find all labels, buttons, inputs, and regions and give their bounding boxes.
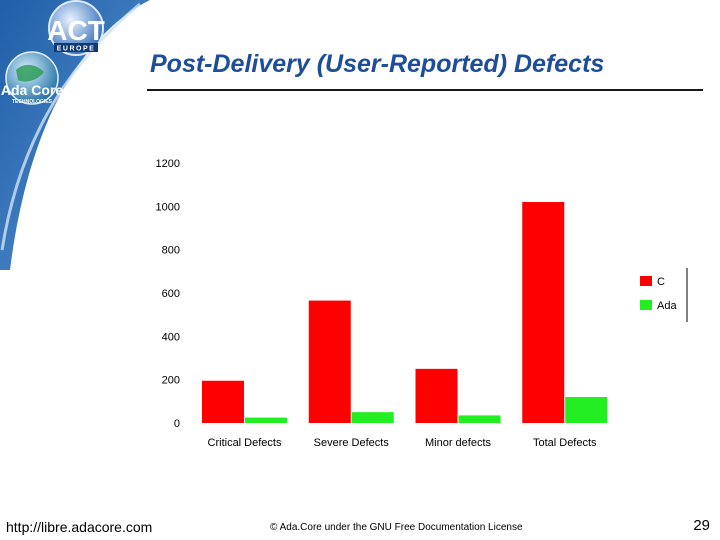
y-tick-label: 200 <box>162 375 180 387</box>
x-tick-label: Critical Defects <box>208 437 282 449</box>
logo-act-sub: EUROPE <box>57 46 96 53</box>
bar-c-4 <box>522 202 565 423</box>
legend-label-ada: Ada <box>657 300 677 312</box>
title-divider <box>147 89 703 91</box>
y-tick-label: 400 <box>162 331 180 343</box>
y-tick-label: 800 <box>162 245 180 257</box>
y-axis-labels: 0 200 400 600 800 1000 1200 <box>156 158 180 430</box>
footer-license: © Ada.Core under the GNU Free Documentat… <box>270 522 523 533</box>
bars <box>202 202 608 423</box>
bar-ada-1 <box>245 417 287 423</box>
legend-swatch-c <box>640 276 652 286</box>
page-number: 29 <box>693 517 710 534</box>
act-europe-logo: ACT EUROPE <box>47 0 105 56</box>
bar-c-1 <box>202 380 244 423</box>
swoosh-highlight <box>0 2 141 251</box>
y-tick-label: 0 <box>174 418 180 430</box>
bar-c-2 <box>308 300 351 423</box>
x-tick-label: Severe Defects <box>314 437 390 449</box>
bar-ada-4 <box>565 397 608 423</box>
x-tick-label: Total Defects <box>533 437 597 449</box>
x-axis-labels: Critical Defects Severe Defects Minor defe… <box>208 437 598 449</box>
logo-act-text: ACT <box>47 15 105 46</box>
adacore-logo: Ada Core TECHNOLOGIES <box>1 51 63 105</box>
legend-swatch-ada <box>640 300 652 310</box>
legend-label-c: C <box>657 276 665 288</box>
logo-adacore-sub: TECHNOLOGIES <box>12 99 53 105</box>
y-tick-label: 600 <box>162 288 180 300</box>
slide-title: Post-Delivery (User-Reported) Defects <box>150 50 605 78</box>
bar-ada-3 <box>458 415 501 423</box>
x-tick-label: Minor defects <box>425 437 492 449</box>
y-tick-label: 1000 <box>156 201 180 213</box>
bar-c-3 <box>415 368 458 423</box>
y-tick-label: 1200 <box>156 158 180 170</box>
legend: C Ada <box>640 268 688 322</box>
corner-decoration: ACT EUROPE Ada Core TECHNOLOGIES <box>0 0 150 270</box>
bar-ada-2 <box>351 412 394 423</box>
footer-url[interactable]: http://libre.adacore.com <box>6 519 153 535</box>
logo-adacore-text: Ada Core <box>1 82 63 98</box>
